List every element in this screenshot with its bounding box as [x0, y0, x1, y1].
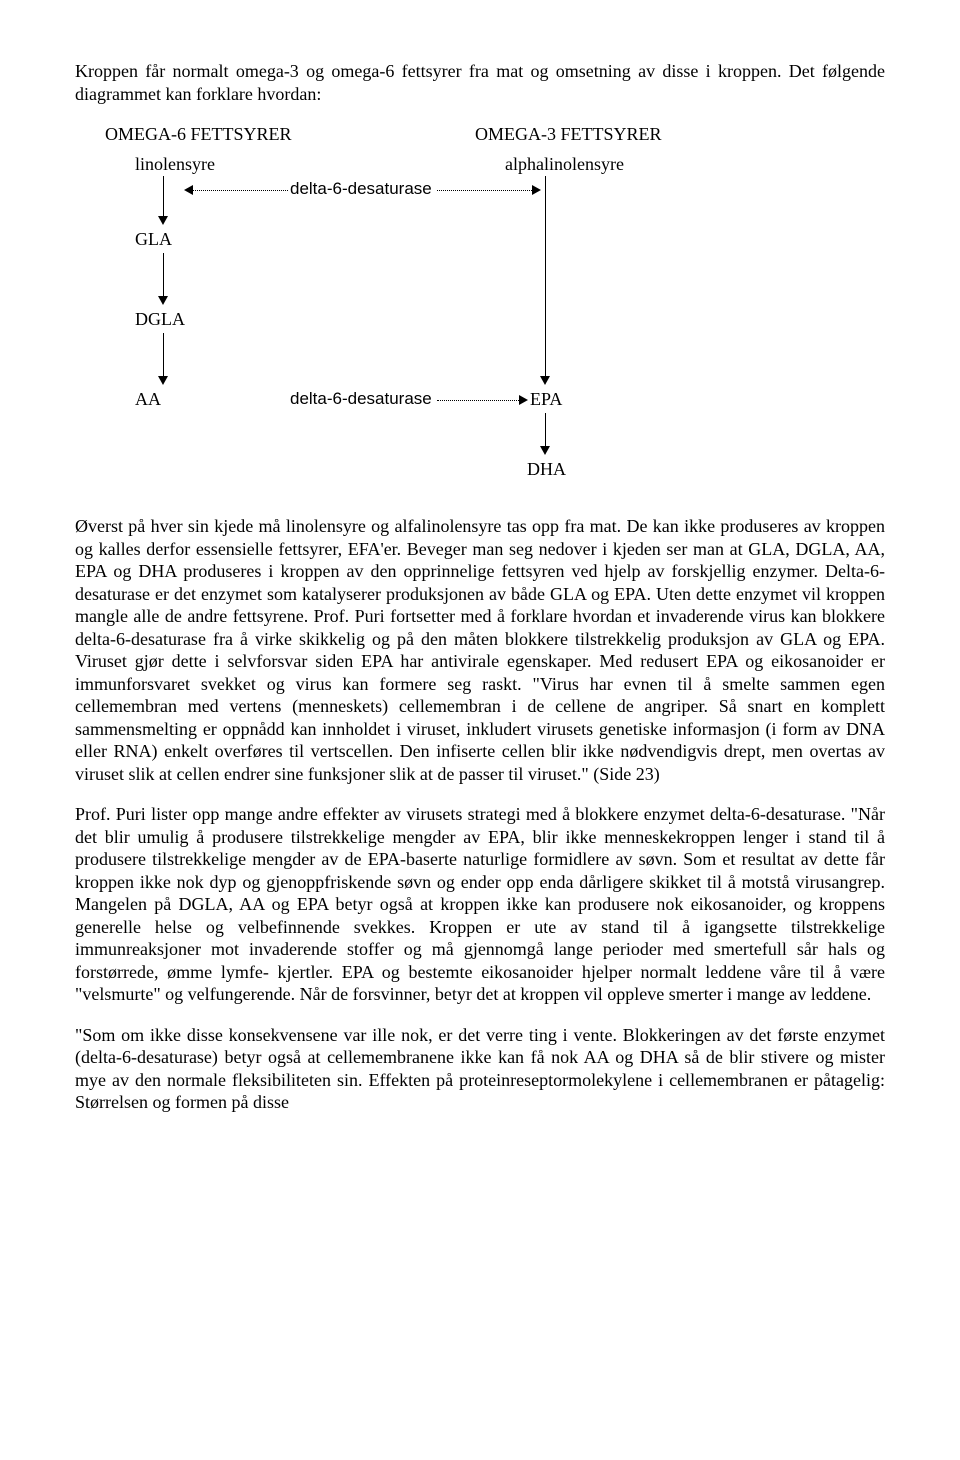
diagram-node-linolensyre: linolensyre	[135, 153, 215, 176]
diagram-arrow-down-l2-line	[163, 253, 164, 296]
body-paragraph-2: Prof. Puri lister opp mange andre effekt…	[75, 803, 885, 1006]
diagram-arrow-down-l1-head	[158, 216, 168, 225]
diagram-enzyme-label-2: delta-6-desaturase	[290, 388, 432, 409]
diagram-dotted-line-right-2	[437, 400, 519, 401]
diagram-node-gla: GLA	[135, 228, 172, 251]
diagram-dotted-line-left-1	[193, 190, 288, 191]
diagram-arrow-down-l3-line	[163, 333, 164, 376]
body-paragraph-3: "Som om ikke disse konsekvensene var ill…	[75, 1024, 885, 1114]
body-paragraph-1: Øverst på hver sin kjede må linolensyre …	[75, 515, 885, 785]
diagram-dotted-line-right-1	[437, 190, 532, 191]
diagram-node-aa: AA	[135, 388, 161, 411]
diagram-arrow-down-l2-head	[158, 296, 168, 305]
diagram-enzyme-label-1: delta-6-desaturase	[290, 178, 432, 199]
diagram-node-epa: EPA	[530, 388, 562, 411]
diagram-header-omega3: OMEGA-3 FETTSYRER	[475, 123, 662, 146]
diagram-arrow-left-1	[184, 185, 193, 195]
diagram-node-alphalinolensyre: alphalinolensyre	[505, 153, 624, 176]
diagram-header-omega6: OMEGA-6 FETTSYRER	[105, 123, 292, 146]
diagram-arrow-down-r2-line	[545, 413, 546, 446]
diagram-arrow-down-r1-head	[540, 376, 550, 385]
diagram-node-dha: DHA	[527, 458, 566, 481]
intro-paragraph: Kroppen får normalt omega-3 og omega-6 f…	[75, 60, 885, 105]
diagram-node-dgla: DGLA	[135, 308, 185, 331]
diagram-arrow-down-l1-line	[163, 176, 164, 216]
diagram-arrow-down-r2-head	[540, 446, 550, 455]
diagram-arrow-down-r1-line	[545, 176, 546, 376]
diagram-arrow-down-l3-head	[158, 376, 168, 385]
diagram-arrow-right-2	[519, 395, 528, 405]
diagram-arrow-right-1	[532, 185, 541, 195]
fatty-acid-diagram: OMEGA-6 FETTSYRER OMEGA-3 FETTSYRER lino…	[75, 123, 885, 493]
